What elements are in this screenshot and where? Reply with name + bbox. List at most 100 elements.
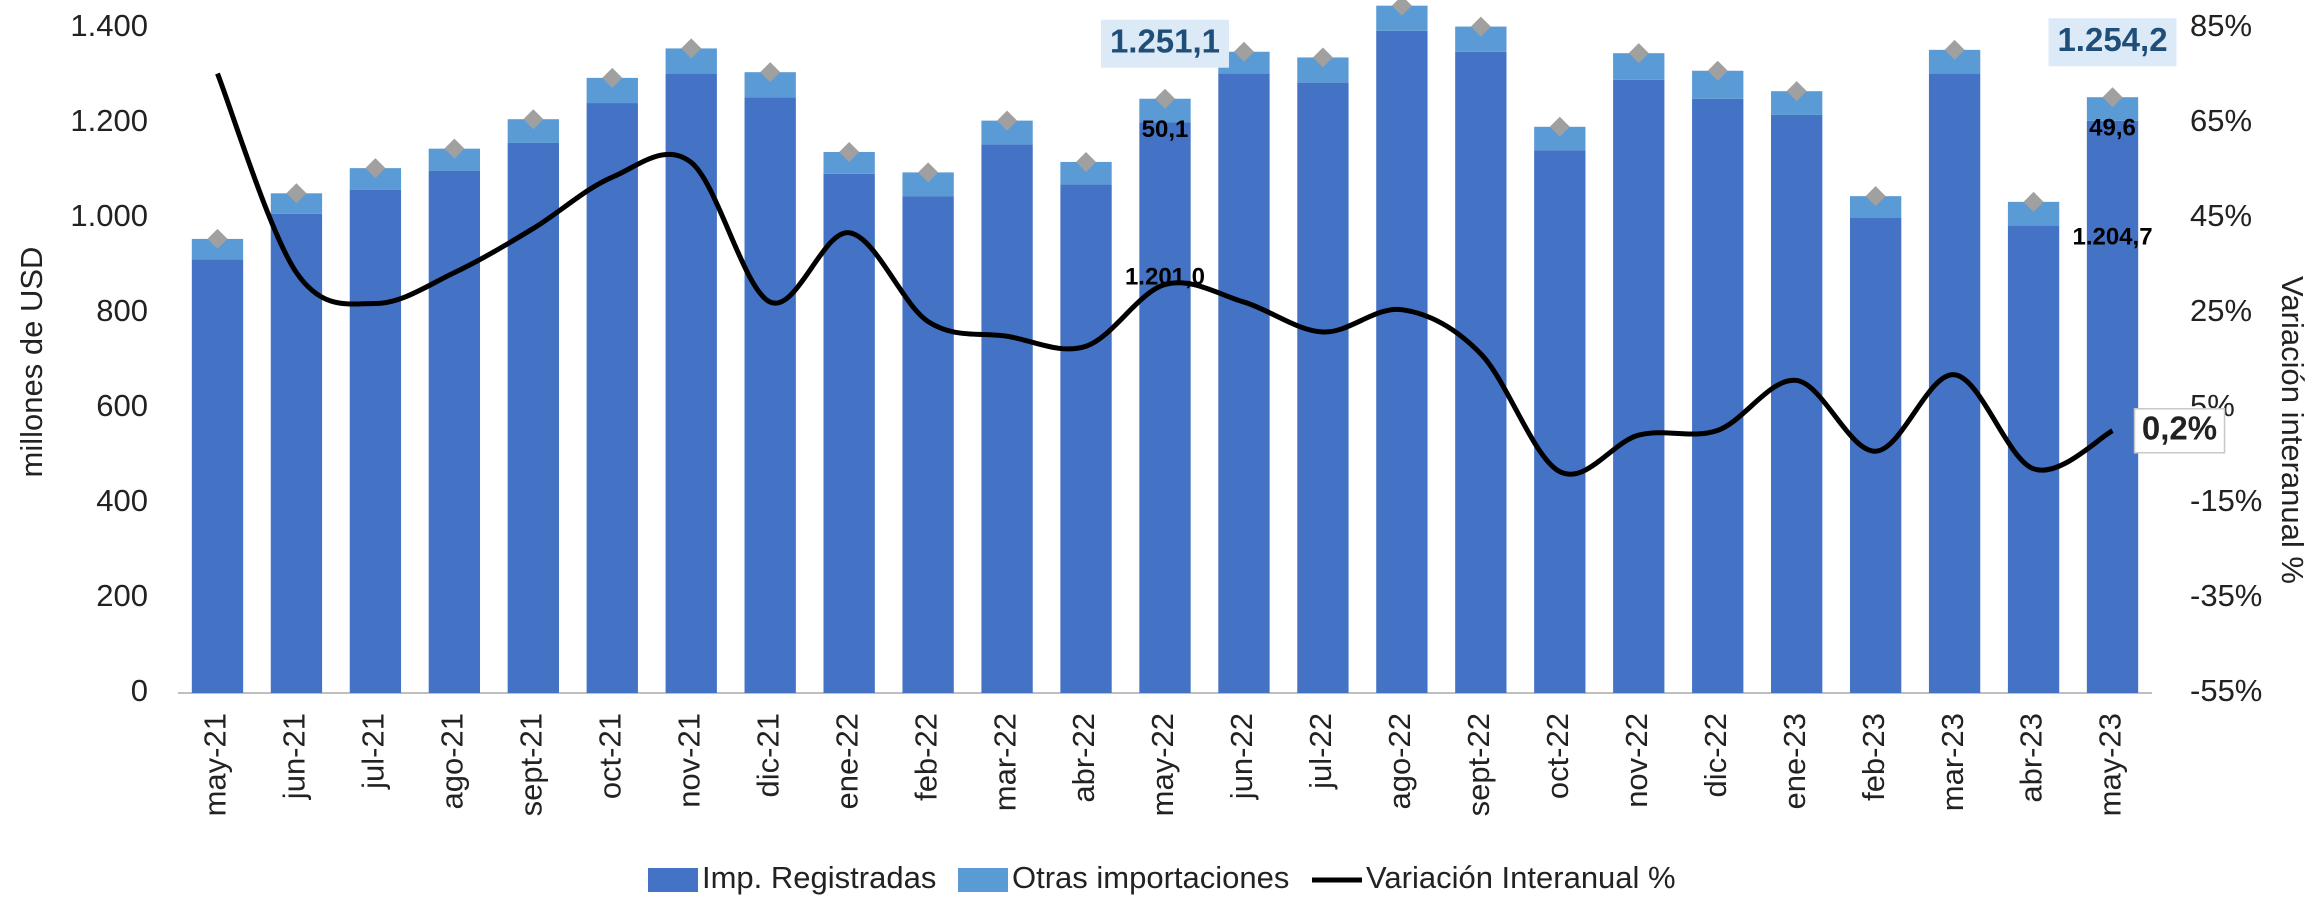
total-marker	[365, 158, 386, 179]
bar-segment	[428, 148, 481, 171]
bar-value-label: 49,6	[2089, 115, 2136, 142]
x-tick-label: sept-22	[1461, 713, 1496, 816]
x-tick-label: oct-21	[592, 713, 627, 799]
legend-label: Otras importaciones	[1012, 860, 1289, 895]
x-tick-label: may-22	[1145, 713, 1180, 816]
annotation-label: 1.254,2	[2057, 21, 2167, 58]
x-tick-label: ene-22	[829, 713, 864, 810]
total-marker	[918, 162, 939, 183]
total-marker	[1076, 151, 1097, 172]
bar-segment	[1139, 98, 1191, 123]
total-marker	[681, 38, 702, 59]
bar-segment	[349, 189, 402, 693]
total-marker	[1312, 47, 1333, 68]
bar-segment	[1849, 196, 1902, 218]
line-series	[215, 72, 2114, 477]
x-tick-label: feb-23	[1856, 713, 1891, 801]
bar-segment	[1218, 73, 1270, 694]
total-marker	[1549, 116, 1570, 137]
x-tick-label: oct-22	[1540, 713, 1575, 799]
line-label-box	[2133, 408, 2226, 454]
bar-segment	[1613, 79, 1665, 693]
y-tick-label: 800	[96, 293, 148, 328]
legend-label: Variación Interanual %	[1366, 860, 1676, 895]
bar-segment	[1771, 91, 1823, 115]
x-tick-label: sept-21	[514, 713, 549, 816]
bar-segment	[270, 213, 323, 693]
x-tick-label: nov-21	[671, 713, 706, 808]
y-tick-label: 400	[96, 483, 148, 518]
x-tick-label: feb-22	[908, 713, 943, 801]
total-marker	[839, 141, 860, 162]
bar-segment	[1692, 98, 1744, 693]
y2-tick-label: 25%	[2190, 293, 2252, 328]
bar-segment	[191, 259, 244, 693]
y2-axis-label: Variación interanual %	[2275, 276, 2310, 584]
x-tick-label: mar-22	[987, 713, 1022, 811]
x-tick-label: ago-22	[1382, 713, 1417, 810]
bar-segment	[270, 193, 323, 214]
bar-segment	[349, 168, 402, 190]
total-marker	[1944, 39, 1965, 60]
total-marker	[1786, 81, 1807, 102]
total-marker	[1865, 186, 1886, 207]
bar-segment	[744, 97, 796, 694]
bar-segment	[1297, 82, 1349, 693]
bar-segment	[823, 151, 875, 174]
bar-segment	[1060, 161, 1112, 185]
legend-label: Imp. Registradas	[702, 860, 936, 895]
x-tick-label: jul-22	[1303, 713, 1338, 790]
x-tick-label: may-21	[198, 713, 233, 816]
bar-segment	[981, 144, 1033, 693]
total-marker	[286, 183, 307, 204]
bar-segment	[586, 103, 638, 694]
total-marker	[1233, 41, 1254, 62]
bar-segment	[1534, 126, 1586, 151]
total-marker	[602, 67, 623, 88]
bar-segment	[1060, 184, 1112, 693]
bar-segment	[1534, 150, 1586, 694]
total-marker	[760, 62, 781, 83]
x-tick-label: ene-23	[1777, 713, 1812, 810]
y2-tick-label: 65%	[2190, 103, 2252, 138]
y2-tick-label: -15%	[2190, 483, 2262, 518]
bar-segment	[2007, 201, 2060, 226]
bar-segment	[902, 172, 954, 197]
legend-swatch	[958, 868, 1008, 892]
y-tick-label: 0	[131, 673, 148, 708]
bar-segment	[1928, 49, 1981, 74]
x-tick-label: ago-21	[435, 713, 470, 810]
bar-segment	[1455, 51, 1507, 693]
bar-segment	[428, 170, 481, 694]
x-tick-label: abr-23	[2014, 713, 2049, 803]
bar-segment	[507, 142, 559, 693]
bar-segment	[1218, 51, 1270, 74]
bar-segment	[823, 173, 875, 693]
bar-segment	[1376, 30, 1428, 694]
x-tick-label: abr-22	[1066, 713, 1101, 803]
total-marker	[1155, 88, 1175, 109]
bar-value-label: 50,1	[1142, 116, 1189, 143]
x-tick-label: dic-22	[1698, 713, 1733, 797]
y2-tick-label: -35%	[2190, 578, 2262, 613]
annotation-label: 1.251,1	[1110, 22, 1220, 59]
total-marker	[1707, 60, 1728, 81]
x-tick-label: may-23	[2093, 713, 2128, 816]
total-marker	[1628, 43, 1649, 64]
y-tick-label: 1.400	[70, 8, 148, 43]
total-marker	[1391, 0, 1412, 16]
total-marker	[1470, 16, 1491, 37]
x-tick-label: jun-21	[277, 713, 312, 800]
y-tick-label: 200	[96, 578, 148, 613]
bar-segment	[2086, 120, 2139, 693]
bar-segment	[2086, 97, 2139, 121]
x-tick-label: dic-21	[750, 713, 785, 797]
y-axis-label: millones de USD	[14, 247, 49, 478]
line-value-label: 0,2%	[2142, 410, 2217, 447]
bar-segment	[1139, 122, 1191, 693]
bar-value-label: 1.201,0	[1125, 263, 1205, 290]
total-marker	[523, 109, 544, 130]
total-marker	[207, 228, 228, 249]
x-tick-label: mar-23	[1935, 713, 1970, 811]
x-tick-label: nov-22	[1619, 713, 1654, 808]
